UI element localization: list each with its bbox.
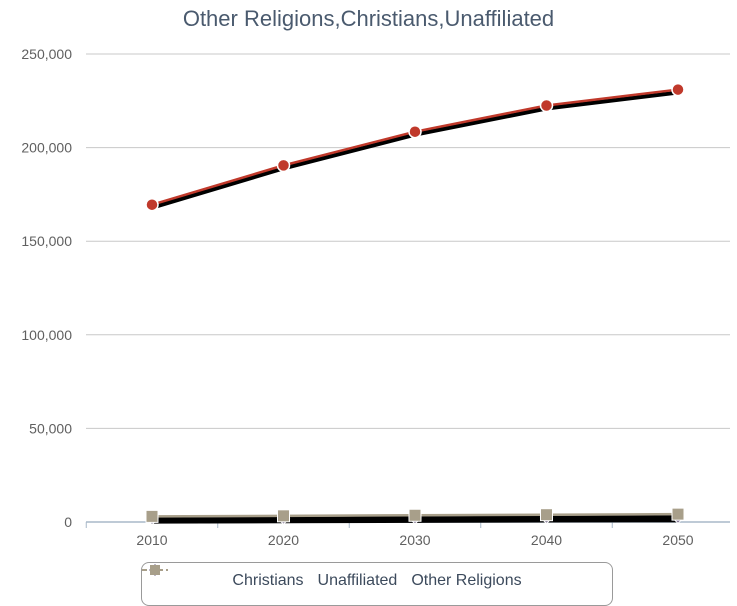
legend-label: Unaffiliated xyxy=(317,572,398,589)
series-shadow-line xyxy=(151,90,679,210)
y-tick-label: 100,000 xyxy=(21,327,72,343)
legend-label: Christians xyxy=(232,572,304,589)
chart-title: Other Religions,Christians,Unaffiliated xyxy=(182,6,555,31)
x-tick-label: 2020 xyxy=(268,532,299,548)
data-point xyxy=(408,508,422,522)
data-point xyxy=(276,158,291,173)
legend-label: Other Religions xyxy=(411,572,522,589)
y-tick-label: 250,000 xyxy=(21,46,72,62)
x-tick-label: 2050 xyxy=(662,532,693,548)
x-tick-label: 2040 xyxy=(531,532,562,548)
data-point xyxy=(671,82,685,97)
legend-item-christians[interactable]: Christians xyxy=(142,564,304,590)
y-tick-label: 150,000 xyxy=(21,233,72,249)
data-point xyxy=(408,124,422,139)
data-point xyxy=(277,509,290,523)
y-tick-label: 200,000 xyxy=(21,140,72,156)
data-point xyxy=(145,509,159,523)
legend-item-unaffiliated[interactable]: Unaffiliated xyxy=(142,564,398,590)
chart-legend: Christians Unaffiliated Other Religions xyxy=(141,562,613,606)
x-axis: 2010 2020 2030 2040 2050 xyxy=(85,521,730,548)
legend-swatch-square-icon xyxy=(142,565,168,575)
x-tick-label: 2010 xyxy=(136,532,167,548)
y-axis-tick-labels: 0 50,000 100,000 150,000 200,000 250,000 xyxy=(21,46,72,530)
x-tick-label: 2030 xyxy=(399,532,430,548)
data-point xyxy=(540,508,553,522)
data-point xyxy=(671,507,685,521)
y-tick-label: 50,000 xyxy=(29,420,72,436)
grid-lines xyxy=(86,53,730,429)
data-point xyxy=(145,197,159,212)
data-point xyxy=(539,98,554,113)
legend-item-other-religions[interactable]: Other Religions xyxy=(142,565,522,590)
series-lines xyxy=(151,88,679,524)
series-markers xyxy=(145,82,685,526)
y-tick-label: 0 xyxy=(64,514,72,530)
